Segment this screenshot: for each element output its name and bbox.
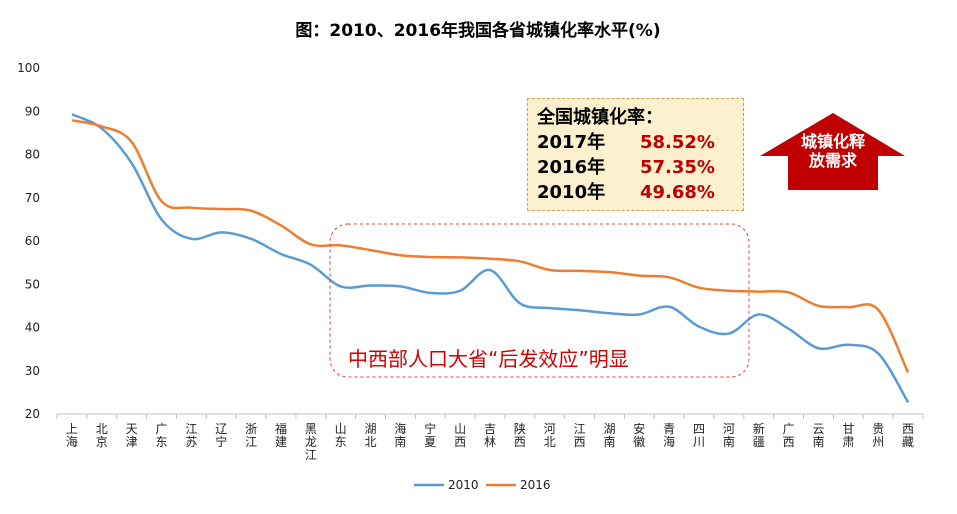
- x-tick-label: 福建: [275, 421, 287, 449]
- box-value: 49.68%: [640, 182, 715, 203]
- box-value: 58.52%: [640, 132, 715, 153]
- x-tick-label: 西藏: [902, 422, 914, 449]
- legend: 2010 2016: [414, 478, 551, 492]
- y-tick-label: 90: [25, 104, 40, 118]
- x-tick-label: 河北: [544, 422, 556, 449]
- x-tick-label: 甘肃: [842, 422, 854, 449]
- x-tick-label: 新疆: [753, 421, 765, 449]
- arrow-label: 城镇化释 放需求: [783, 132, 883, 170]
- arrow-label-line1: 城镇化释: [800, 132, 865, 151]
- arrow-label-line2: 放需求: [808, 151, 857, 170]
- y-tick-label: 30: [25, 364, 40, 378]
- box-row-2016: 2016年 57.35%: [537, 155, 743, 180]
- x-tick-label: 贵州: [872, 422, 884, 449]
- box-row-2017: 2017年 58.52%: [537, 130, 743, 155]
- y-tick-label: 70: [25, 191, 40, 205]
- legend-label-2010: 2010: [448, 478, 479, 492]
- box-title: 全国城镇化率：: [537, 107, 663, 128]
- up-arrow-icon: [760, 113, 905, 190]
- x-tick-label: 山西: [454, 422, 466, 449]
- x-tick-label: 湖北: [365, 421, 377, 449]
- x-tick-label: 安徽: [633, 421, 645, 449]
- x-tick-label: 黑龙江: [305, 422, 317, 462]
- x-tick-label: 浙江: [245, 422, 257, 449]
- box-row-2010: 2010年 49.68%: [537, 180, 743, 205]
- x-tick-label: 吉林: [484, 422, 496, 449]
- region-label: 中西部人口大省“后发效应”明显: [348, 347, 629, 371]
- y-tick-label: 20: [25, 407, 40, 421]
- box-year: 2010年: [537, 182, 606, 203]
- y-tick-label: 80: [25, 148, 40, 162]
- series-line-2016: [71, 119, 910, 374]
- y-tick-label: 100: [17, 61, 40, 75]
- x-tick-label: 云南: [812, 422, 824, 449]
- x-tick-label: 天津: [126, 422, 138, 449]
- x-tick-label: 上海: [66, 422, 78, 449]
- y-tick-label: 60: [25, 234, 40, 248]
- x-tick-label: 湖南: [603, 421, 615, 449]
- region-highlight-box: [329, 223, 750, 378]
- box-value: 57.35%: [640, 157, 715, 178]
- x-tick-label: 山东: [335, 422, 347, 449]
- x-tick-label: 江苏: [185, 422, 197, 449]
- x-tick-label: 河南: [723, 422, 735, 449]
- legend-label-2016: 2016: [520, 478, 551, 492]
- x-tick-label: 四川: [693, 422, 705, 449]
- x-tick-label: 海南: [394, 421, 406, 449]
- x-tick-label: 宁夏: [424, 421, 436, 449]
- y-tick-label: 50: [25, 277, 40, 291]
- x-tick-label: 北京: [96, 422, 108, 449]
- y-tick-label: 40: [25, 321, 40, 335]
- x-tick-label: 广西: [783, 422, 795, 449]
- x-tick-label: 江西: [574, 422, 586, 449]
- x-tick-label: 广东: [156, 422, 168, 449]
- box-year: 2016年: [537, 157, 606, 178]
- x-tick-label: 青海: [663, 422, 675, 449]
- x-tick-label: 辽宁: [215, 422, 227, 449]
- chart-title: 图：2010、2016年我国各省城镇化率水平(%): [295, 20, 660, 41]
- x-tick-label: 陕西: [514, 421, 526, 449]
- national-rate-box: 全国城镇化率： 2017年 58.52% 2016年 57.35% 2010年 …: [527, 98, 744, 211]
- box-year: 2017年: [537, 132, 606, 153]
- series-line-2010: [71, 113, 910, 403]
